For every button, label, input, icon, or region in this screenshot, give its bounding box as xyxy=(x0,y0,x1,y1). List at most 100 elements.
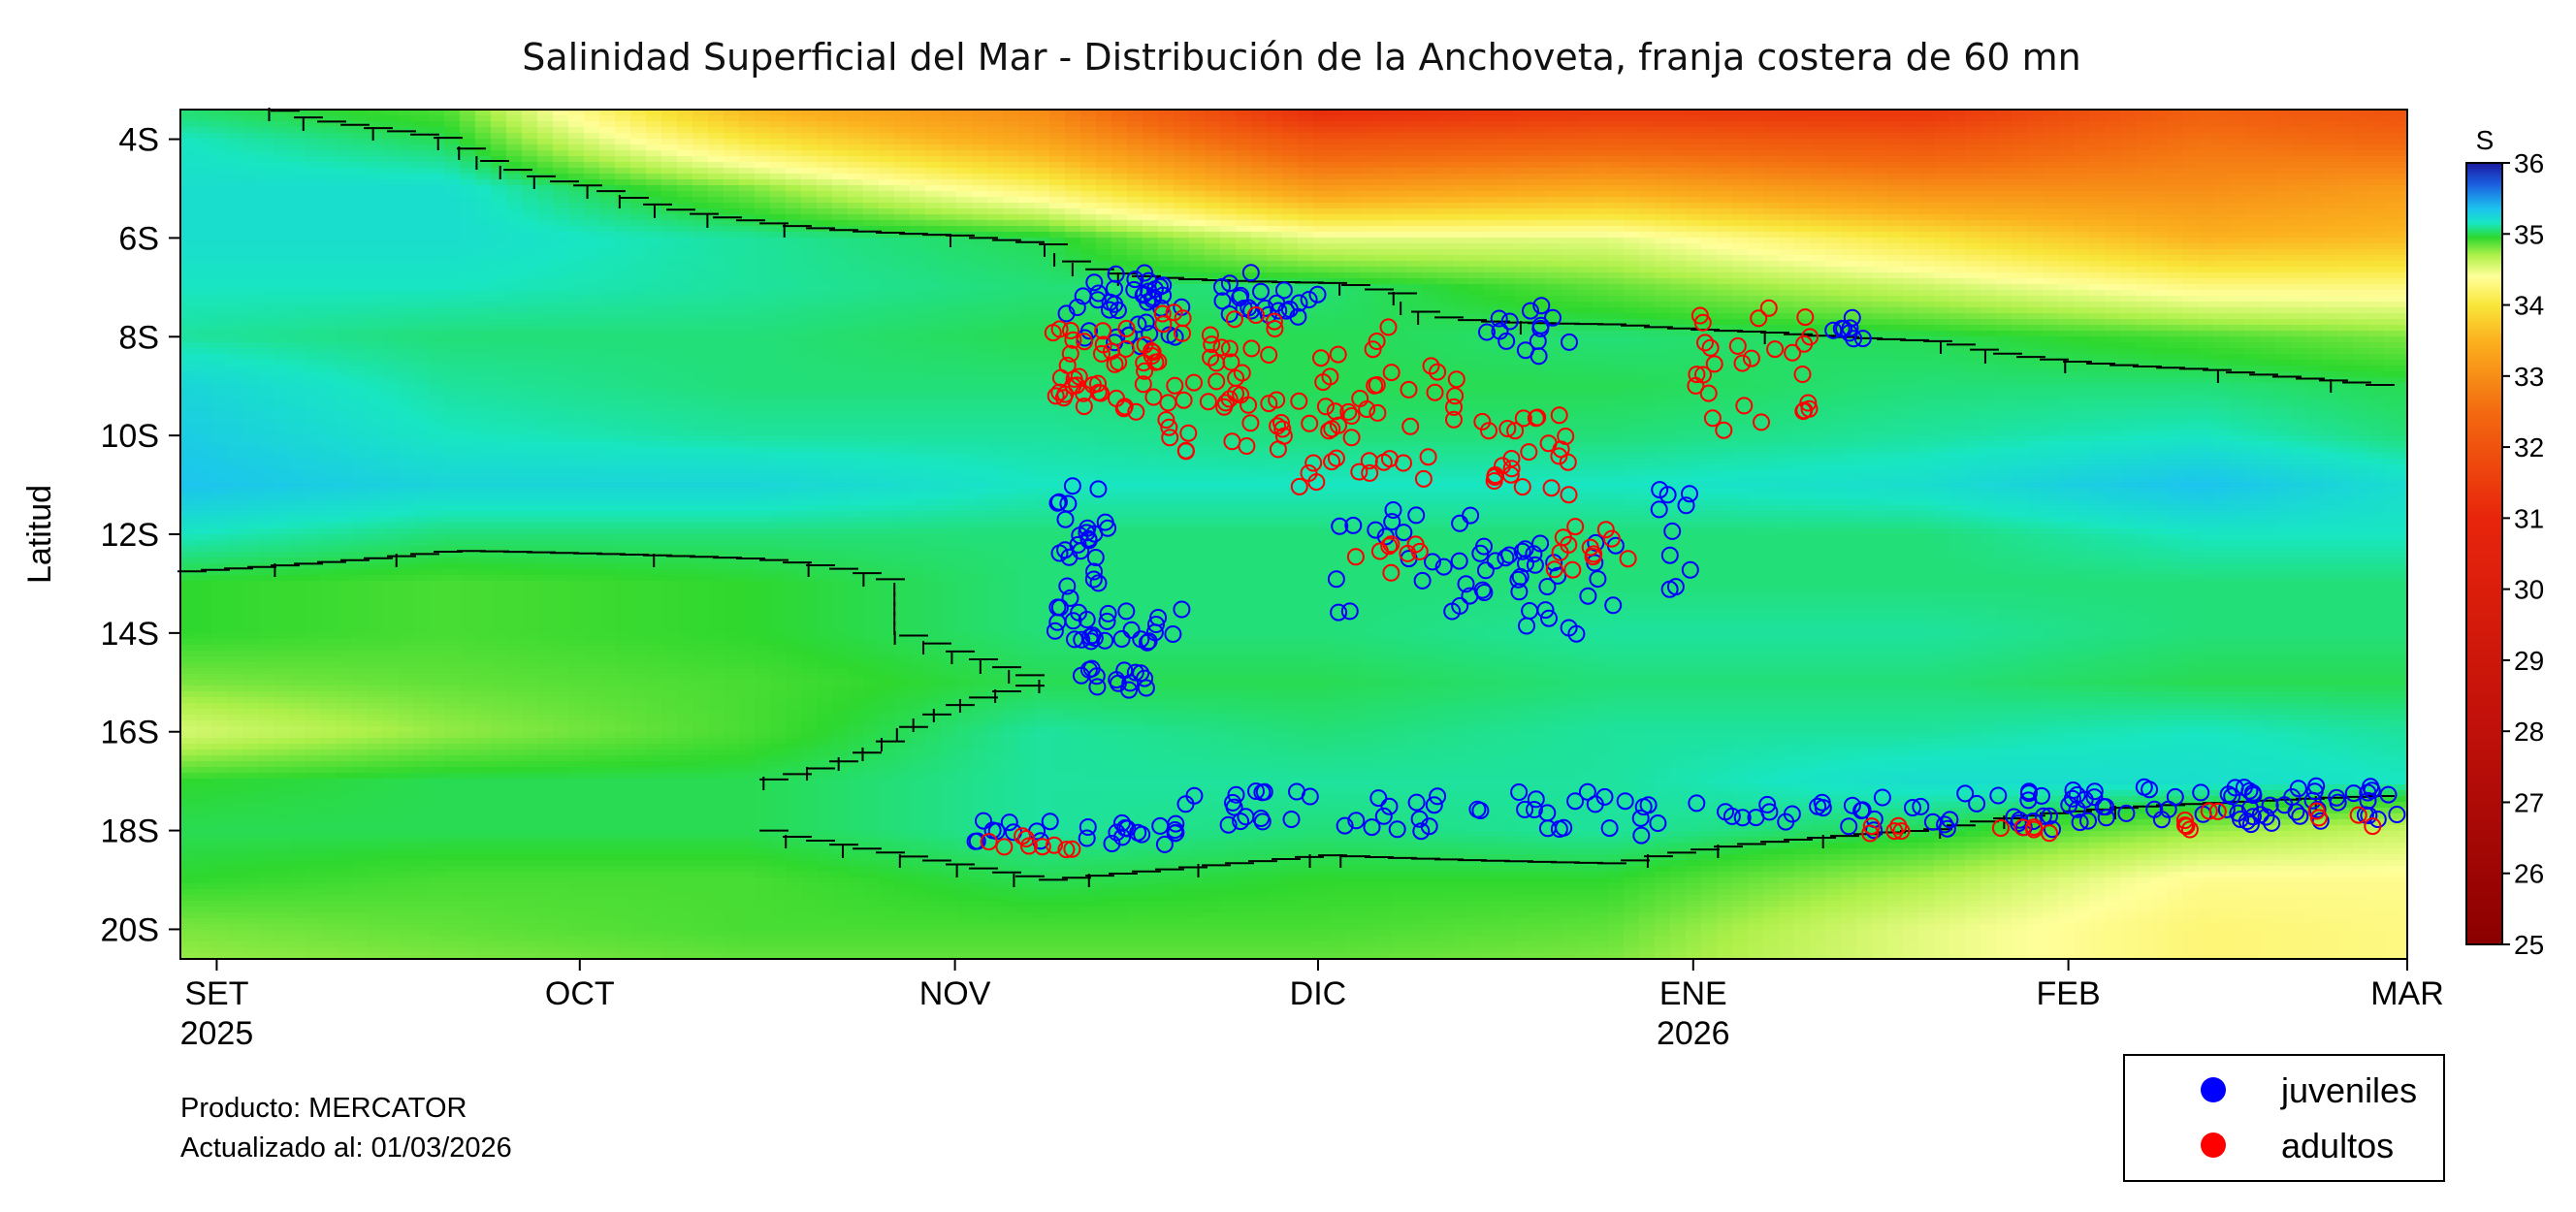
salinity-cell xyxy=(1422,232,1438,239)
salinity-cell xyxy=(1205,144,1221,151)
salinity-cell xyxy=(1577,238,1594,244)
salinity-cell xyxy=(398,127,414,134)
salinity-cell xyxy=(2213,302,2230,308)
salinity-cell xyxy=(1251,220,1268,227)
salinity-cell xyxy=(1763,220,1780,227)
salinity-cell xyxy=(444,261,461,268)
salinity-cell xyxy=(475,278,492,285)
salinity-cell xyxy=(1406,232,1423,239)
salinity-cell xyxy=(1562,174,1578,180)
salinity-cell xyxy=(2213,255,2230,262)
salinity-cell xyxy=(1282,150,1299,157)
salinity-cell xyxy=(692,191,709,198)
salinity-cell xyxy=(2353,267,2369,273)
salinity-cell xyxy=(894,162,911,169)
salinity-cell xyxy=(1779,278,1795,285)
salinity-cell xyxy=(879,191,895,198)
salinity-cell xyxy=(987,208,1004,215)
salinity-cell xyxy=(413,139,430,145)
salinity-cell xyxy=(1468,174,1485,180)
salinity-cell xyxy=(1127,144,1143,151)
salinity-cell xyxy=(1608,278,1625,285)
salinity-cell xyxy=(553,238,569,244)
salinity-cell xyxy=(1577,197,1594,204)
salinity-cell xyxy=(1034,203,1050,209)
salinity-cell xyxy=(1887,249,1904,256)
salinity-cell xyxy=(1034,110,1050,116)
salinity-cell xyxy=(1174,179,1190,186)
salinity-cell xyxy=(2089,197,2106,204)
salinity-cell xyxy=(553,255,569,262)
salinity-cell xyxy=(1437,162,1454,169)
salinity-cell xyxy=(196,139,212,145)
salinity-cell xyxy=(1360,284,1376,291)
salinity-cell xyxy=(755,272,771,279)
salinity-cell xyxy=(2260,208,2276,215)
salinity-cell xyxy=(708,191,724,198)
salinity-cell xyxy=(1965,174,1981,180)
salinity-cell xyxy=(1825,284,1842,291)
salinity-cell xyxy=(398,249,414,256)
salinity-cell xyxy=(305,174,321,180)
salinity-cell xyxy=(180,179,197,186)
salinity-cell xyxy=(1049,127,1066,134)
salinity-cell xyxy=(2136,220,2152,227)
salinity-cell xyxy=(817,203,833,209)
salinity-cell xyxy=(429,243,445,250)
salinity-cell xyxy=(770,139,787,145)
salinity-cell xyxy=(1282,296,1299,303)
salinity-cell xyxy=(274,156,290,163)
salinity-cell xyxy=(1375,139,1392,145)
salinity-cell xyxy=(1205,179,1221,186)
salinity-cell xyxy=(1018,261,1035,268)
salinity-cell xyxy=(1562,307,1578,314)
salinity-cell xyxy=(444,249,461,256)
salinity-cell xyxy=(1003,144,1019,151)
salinity-cell xyxy=(1158,302,1175,308)
salinity-cell xyxy=(755,203,771,209)
salinity-cell xyxy=(1251,203,1268,209)
salinity-cell xyxy=(2198,185,2214,192)
salinity-cell xyxy=(615,168,631,175)
salinity-cell xyxy=(1918,121,1935,128)
salinity-cell xyxy=(2058,220,2075,227)
salinity-cell xyxy=(2399,174,2408,180)
salinity-cell xyxy=(2337,179,2354,186)
salinity-cell xyxy=(1779,139,1795,145)
salinity-cell xyxy=(599,296,616,303)
salinity-cell xyxy=(2229,197,2245,204)
salinity-cell xyxy=(258,220,274,227)
salinity-cell xyxy=(1856,185,1873,192)
salinity-cell xyxy=(1515,261,1531,268)
salinity-cell xyxy=(1856,162,1873,169)
salinity-cell xyxy=(1205,307,1221,314)
salinity-cell xyxy=(677,307,693,314)
salinity-cell xyxy=(910,255,926,262)
salinity-cell xyxy=(661,238,678,244)
salinity-cell xyxy=(708,238,724,244)
salinity-cell xyxy=(1205,110,1221,116)
salinity-cell xyxy=(1406,174,1423,180)
salinity-cell xyxy=(2260,214,2276,221)
salinity-cell xyxy=(2089,249,2106,256)
salinity-cell xyxy=(2244,168,2261,175)
salinity-cell xyxy=(1686,191,1702,198)
salinity-cell xyxy=(1329,214,1345,221)
salinity-cell xyxy=(1189,168,1206,175)
salinity-cell xyxy=(1918,226,1935,233)
salinity-cell xyxy=(1360,139,1376,145)
salinity-cell xyxy=(1313,255,1330,262)
salinity-cell xyxy=(2275,290,2292,297)
salinity-cell xyxy=(1918,174,1935,180)
salinity-cell xyxy=(1158,214,1175,221)
salinity-cell xyxy=(351,156,368,163)
salinity-cell xyxy=(1701,191,1718,198)
salinity-cell xyxy=(2074,162,2090,169)
salinity-cell xyxy=(817,267,833,273)
salinity-cell xyxy=(1375,272,1392,279)
salinity-cell xyxy=(863,272,880,279)
salinity-cell xyxy=(879,144,895,151)
salinity-cell xyxy=(755,307,771,314)
salinity-cell xyxy=(1344,110,1361,116)
salinity-cell xyxy=(724,272,740,279)
